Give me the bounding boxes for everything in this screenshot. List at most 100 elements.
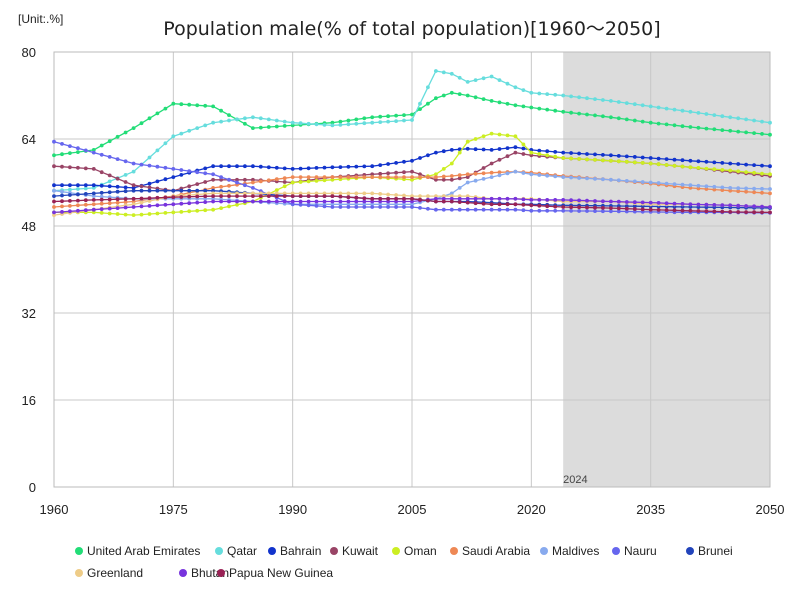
data-point [211, 199, 216, 204]
data-point [481, 76, 486, 81]
data-point [243, 183, 247, 188]
data-point [465, 200, 470, 205]
data-point [274, 188, 279, 193]
data-point [187, 128, 192, 133]
data-point [362, 116, 367, 121]
legend-label: United Arab Emirates [87, 544, 200, 558]
data-point [187, 201, 192, 206]
data-point [203, 123, 208, 128]
data-point [258, 179, 263, 184]
data-point [656, 201, 661, 205]
data-point [163, 165, 168, 170]
data-point [457, 207, 462, 212]
data-point [322, 204, 327, 209]
data-point [648, 161, 653, 166]
data-point [330, 202, 335, 207]
data-point [330, 205, 335, 209]
data-point [123, 197, 128, 201]
data-point [632, 204, 637, 209]
data-point [489, 202, 494, 207]
data-point [219, 164, 224, 169]
data-point [457, 186, 462, 190]
data-point [378, 202, 383, 207]
data-point [465, 172, 470, 177]
data-point [561, 150, 566, 155]
data-point [258, 191, 263, 196]
data-point [593, 97, 597, 101]
data-point [402, 202, 406, 207]
data-point [52, 153, 56, 158]
data-point [680, 208, 685, 213]
data-point [386, 119, 390, 124]
data-point [211, 104, 216, 109]
data-point [497, 173, 502, 178]
data-point [139, 212, 144, 217]
data-point [545, 208, 550, 213]
data-point [609, 206, 613, 211]
data-point [266, 178, 271, 183]
legend-label: Saudi Arabia [462, 544, 530, 558]
data-point [640, 119, 645, 124]
data-point [251, 180, 255, 185]
legend-marker [75, 569, 83, 577]
data-point [338, 205, 343, 209]
data-point [624, 204, 629, 209]
data-point [290, 175, 295, 180]
data-point [434, 96, 438, 101]
data-point [362, 121, 367, 126]
data-point [115, 197, 120, 202]
data-point [410, 112, 414, 117]
data-point [656, 208, 661, 212]
data-point [632, 160, 637, 165]
data-point [569, 110, 573, 115]
data-point [410, 199, 414, 204]
data-point [561, 205, 566, 209]
data-point [505, 154, 510, 159]
data-point [465, 80, 470, 84]
data-point [497, 170, 502, 175]
data-point [52, 194, 56, 199]
data-point [744, 130, 748, 135]
data-point [426, 198, 430, 203]
data-point [219, 199, 224, 204]
data-point [99, 152, 104, 157]
data-point [219, 175, 224, 180]
data-point [473, 137, 478, 141]
data-point [449, 177, 454, 182]
x-tick-label: 2020 [517, 502, 546, 517]
data-point [616, 178, 621, 183]
data-point [163, 141, 168, 146]
data-point [115, 184, 120, 189]
data-point [179, 201, 184, 206]
data-point [744, 170, 748, 175]
data-point [656, 181, 661, 185]
data-point [640, 103, 645, 108]
data-point [362, 199, 367, 204]
data-point [402, 199, 406, 204]
data-point [187, 169, 192, 174]
data-point [378, 163, 383, 168]
data-point [370, 164, 375, 169]
data-point [306, 199, 311, 204]
data-point [131, 213, 136, 218]
data-point [720, 161, 725, 165]
data-point [99, 170, 104, 175]
data-point [752, 118, 756, 123]
data-point [704, 184, 709, 189]
data-point [139, 200, 144, 205]
data-point [211, 194, 216, 199]
data-point [282, 180, 287, 184]
data-point [123, 130, 128, 135]
legend-item: Bahrain [268, 544, 321, 558]
data-point [521, 104, 526, 109]
data-point [426, 101, 430, 106]
data-point [147, 188, 152, 193]
data-point [298, 191, 303, 196]
data-point [123, 159, 128, 164]
forecast-start-label: 2024 [563, 474, 587, 486]
data-point [227, 113, 231, 117]
data-point [378, 175, 383, 180]
legend-label: Papua New Guinea [229, 566, 333, 580]
data-point [688, 109, 693, 114]
data-point [616, 116, 621, 121]
